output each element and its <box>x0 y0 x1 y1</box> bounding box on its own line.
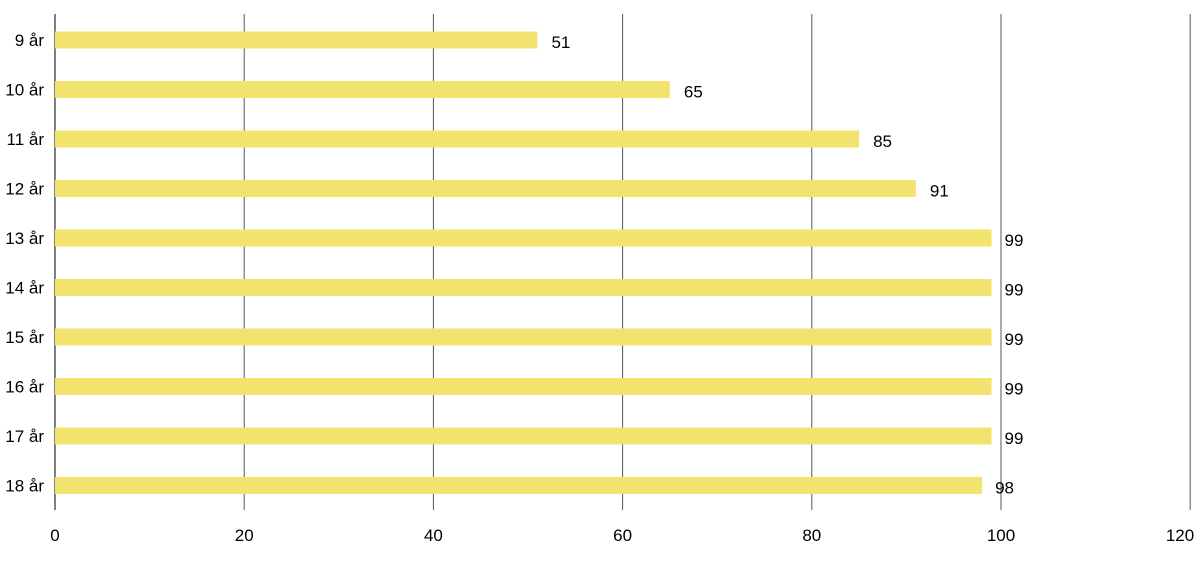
bar <box>55 180 916 197</box>
category-label: 14 år <box>5 279 44 298</box>
category-label: 9 år <box>15 31 45 50</box>
value-label: 85 <box>873 132 892 151</box>
x-tick-label: 20 <box>235 526 254 545</box>
category-label: 11 år <box>7 130 45 149</box>
bar <box>55 477 983 494</box>
x-tick-labels: 0 20 40 60 80 100 120 <box>50 526 1194 545</box>
value-label: 99 <box>1005 429 1024 448</box>
value-label: 65 <box>684 83 703 102</box>
bars <box>55 31 992 494</box>
category-label: 12 år <box>5 180 44 199</box>
x-tick-label: 120 <box>1166 526 1194 545</box>
bar <box>55 229 992 247</box>
bar <box>55 378 992 395</box>
category-label: 17 år <box>5 427 44 446</box>
bar <box>55 328 992 346</box>
value-labels: 51 65 85 91 99 99 99 99 99 98 <box>551 33 1023 498</box>
category-label: 15 år <box>5 328 44 347</box>
value-label: 99 <box>1005 380 1024 399</box>
bar <box>55 279 992 296</box>
bar <box>55 427 992 445</box>
bar <box>55 81 670 98</box>
value-label: 99 <box>1005 231 1024 250</box>
value-label: 91 <box>930 182 949 201</box>
category-label: 16 år <box>5 378 44 397</box>
category-label: 13 år <box>5 229 44 248</box>
x-tick-label: 40 <box>424 526 443 545</box>
category-label: 18 år <box>5 477 44 496</box>
x-tick-label: 100 <box>987 526 1015 545</box>
value-label: 99 <box>1005 330 1024 349</box>
value-label: 99 <box>1005 281 1024 300</box>
bar <box>55 130 860 148</box>
x-tick-label: 80 <box>802 526 821 545</box>
x-tick-label: 0 <box>50 526 59 545</box>
bar <box>55 31 538 49</box>
value-label: 51 <box>551 33 570 52</box>
x-tick-label: 60 <box>613 526 632 545</box>
category-labels: 9 år 10 år 11 år 12 år 13 år 14 år 15 år 16 år 1… <box>5 31 44 496</box>
value-label: 98 <box>995 479 1014 498</box>
category-label: 10 år <box>5 81 44 100</box>
